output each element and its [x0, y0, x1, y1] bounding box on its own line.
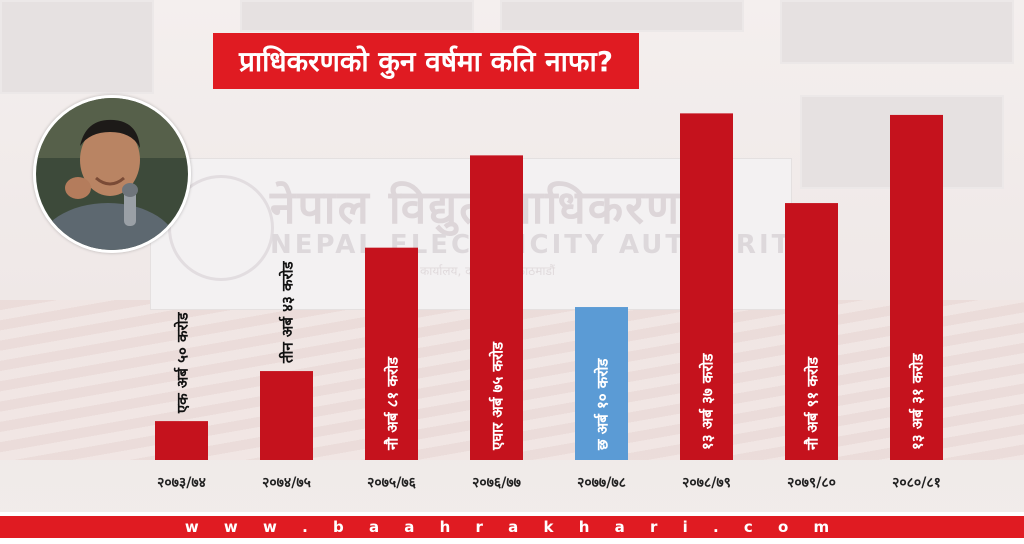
tick-label-7: २०८०/८१: [892, 475, 941, 491]
chart-title: प्राधिकरणको कुन वर्षमा कति नाफा?: [213, 33, 639, 89]
data-label-6: नौ अर्ब ९१ करोड: [804, 356, 822, 451]
tick-label-1: २०७४/७५: [262, 475, 311, 491]
tick-label-6: २०७९/८०: [787, 475, 836, 491]
data-label-5: १३ अर्ब ३७ करोड: [699, 353, 717, 450]
data-label-4: छ अर्ब १० करोड: [594, 358, 612, 451]
data-label-1: तीन अर्ब ४३ करोड: [279, 260, 297, 364]
tick-label-4: २०७७/७८: [577, 475, 626, 491]
bar-4: [575, 307, 628, 460]
bar-0: [155, 421, 208, 460]
background-window: [780, 0, 1014, 64]
bar-1: [260, 371, 313, 460]
bar-7: [890, 114, 943, 460]
tick-label-0: २०७३/७४: [157, 475, 206, 491]
background-window: [0, 0, 154, 94]
data-label-3: एघार अर्ब ७५ करोड: [489, 341, 507, 451]
data-label-0: एक अर्ब ५० करोड: [174, 311, 192, 414]
bar-2: [365, 247, 418, 460]
background-window: [240, 0, 474, 32]
data-label-2: नौ अर्ब ८१ करोड: [384, 356, 402, 451]
tick-label-2: २०७५/७६: [367, 475, 417, 491]
website-banner: w w w . b a a h r a k h a r i . c o m: [0, 516, 1024, 538]
footer: w w w . b a a h r a k h a r i . c o m: [0, 512, 1024, 544]
tick-label-5: २०७८/७९: [682, 475, 731, 491]
background-window: [500, 0, 744, 32]
bar-chart: एक अर्ब ५० करोड तीन अर्ब ४३ करोड नौ अर्ब ८…: [155, 113, 943, 491]
bar-3: [470, 155, 523, 461]
data-label-7: १३ अर्ब ३१ करोड: [909, 353, 927, 450]
bar-5: [680, 113, 733, 461]
bar-6: [785, 203, 838, 460]
tick-label-3: २०७६/७७: [472, 475, 521, 491]
